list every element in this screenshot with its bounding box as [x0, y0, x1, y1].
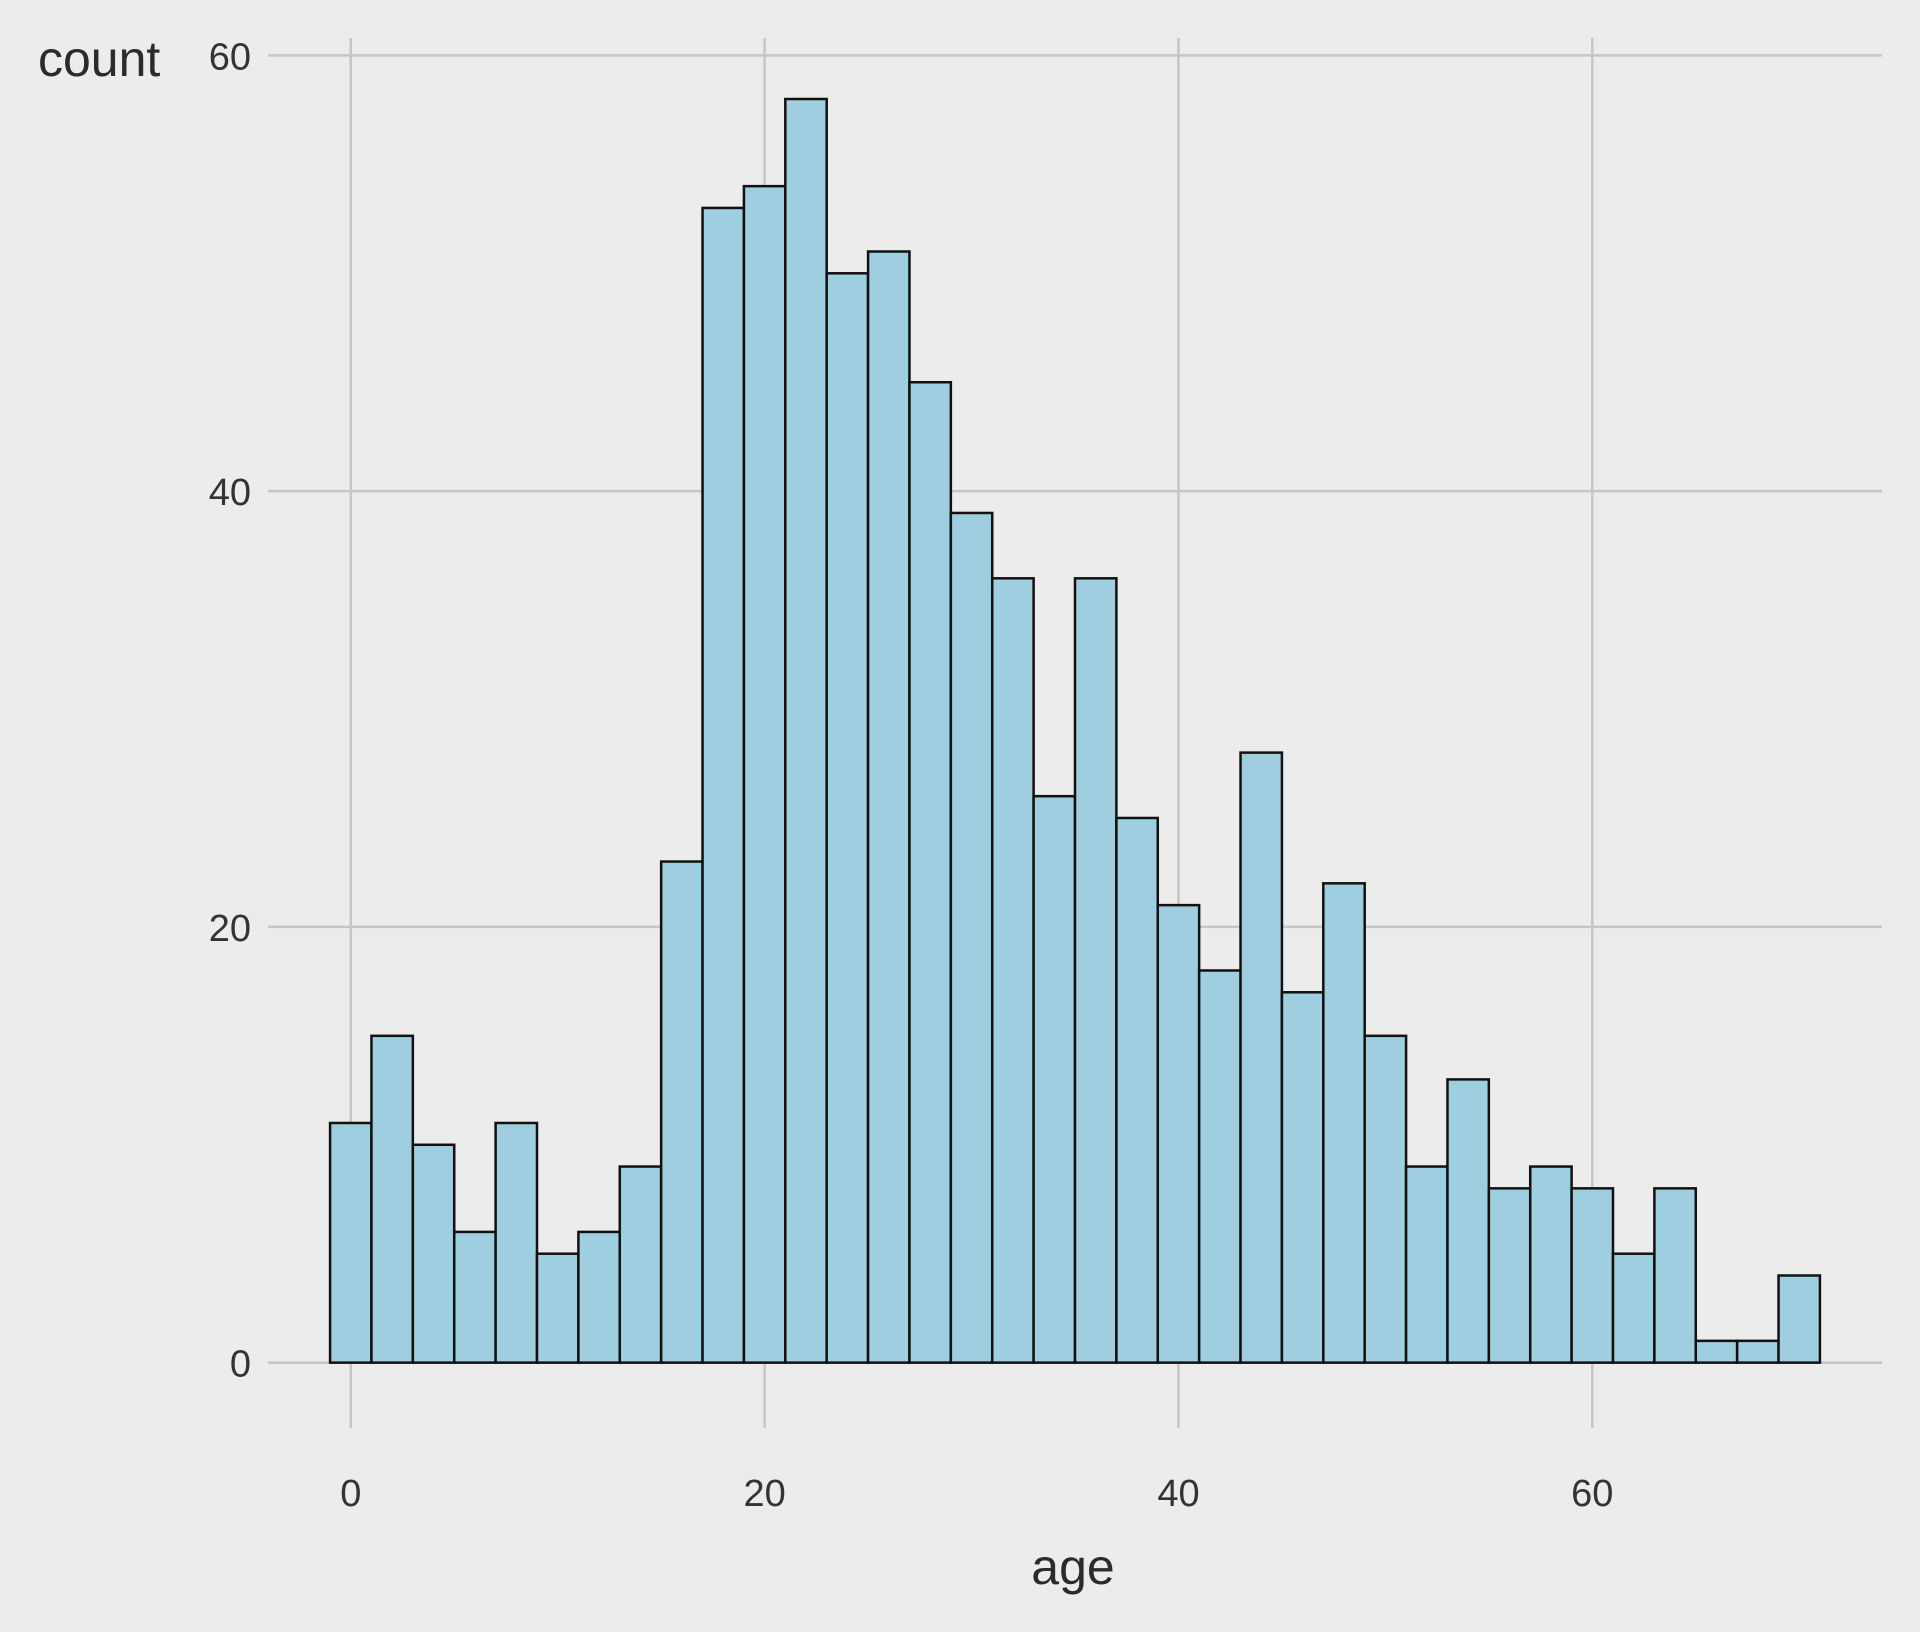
histogram-bar [370, 1034, 415, 1364]
y-tick-label: 20 [209, 908, 251, 950]
histogram-bar [1322, 882, 1366, 1364]
x-tick-label: 40 [1157, 1473, 1199, 1515]
x-tick-label: 0 [340, 1473, 361, 1515]
histogram-bar [1073, 577, 1118, 1364]
histogram-bar [990, 577, 1035, 1364]
histogram-bar [659, 860, 704, 1364]
histogram-bar [742, 184, 787, 1364]
y-tick-label: 40 [209, 472, 251, 514]
histogram-bar [1280, 991, 1325, 1364]
histogram-bar [1197, 969, 1242, 1364]
histogram-bar [908, 380, 953, 1364]
histogram-bar [784, 97, 828, 1364]
histogram-bar [452, 1230, 497, 1364]
histogram-bar [1446, 1078, 1491, 1364]
histogram-bar [866, 250, 911, 1364]
histogram-bar [1156, 903, 1201, 1364]
histogram-bar [1363, 1034, 1408, 1364]
histogram-bar [1487, 1187, 1532, 1364]
histogram-bar [494, 1121, 539, 1364]
histogram-bar [1653, 1187, 1698, 1364]
y-axis-title: count [38, 31, 160, 87]
histogram-bar [825, 272, 870, 1364]
histogram-bar [577, 1230, 622, 1364]
histogram-bar [1694, 1339, 1739, 1364]
histogram-bar [1611, 1252, 1656, 1364]
histogram-bar [1404, 1165, 1449, 1364]
histogram-bar [535, 1252, 580, 1364]
histogram-bar [1239, 751, 1284, 1364]
x-tick-label: 60 [1571, 1473, 1613, 1515]
histogram-bar [1115, 816, 1160, 1364]
histogram-bar [328, 1121, 373, 1364]
x-axis-title: age [1031, 1539, 1114, 1595]
histogram-bar [1528, 1165, 1573, 1364]
histogram-bar [949, 511, 994, 1364]
x-axis-ticks: 0 20 40 60 [340, 1473, 1613, 1515]
y-tick-label: 0 [230, 1344, 251, 1386]
histogram-bar [1032, 794, 1077, 1364]
histogram-bar [1570, 1187, 1615, 1364]
histogram-bar [411, 1143, 456, 1364]
x-tick-label: 20 [743, 1473, 785, 1515]
histogram-bar [1777, 1274, 1822, 1364]
y-axis-ticks: 0 20 40 60 [209, 36, 251, 1385]
histogram-bar [1735, 1339, 1780, 1364]
histogram-bar [618, 1165, 663, 1364]
y-tick-label: 60 [209, 36, 251, 78]
histogram-bars [328, 97, 1822, 1364]
histogram-bar [701, 206, 746, 1364]
